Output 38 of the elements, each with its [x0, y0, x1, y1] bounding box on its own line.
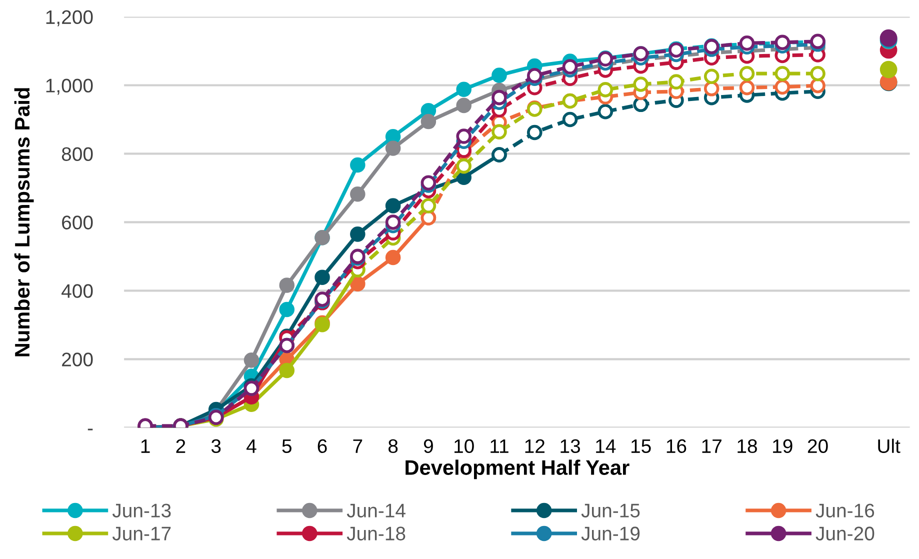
legend-label: Jun-14 [346, 504, 406, 518]
x-tick-label: 12 [525, 439, 544, 453]
y-tick-label: 800 [62, 147, 93, 161]
x-tick-label: 2 [176, 439, 186, 453]
y-tick-label: - [88, 428, 93, 430]
x-tick-label: 17 [702, 439, 722, 453]
x-tick-label: 9 [424, 439, 433, 454]
x-tick-label: 13 [560, 439, 580, 454]
legend-label: Jun-16 [816, 504, 874, 518]
x-tick-label: 19 [773, 439, 792, 454]
x-tick-label: 7 [353, 439, 362, 453]
x-tick-label: 1 [141, 439, 150, 453]
x-tick-label: 6 [318, 439, 327, 454]
x-tick-label: 4 [246, 439, 256, 453]
x-tick-label: 15 [631, 439, 651, 454]
y-tick-label: 200 [62, 352, 93, 366]
x-tick-label: 16 [666, 439, 686, 454]
x-tick-label: 20 [808, 439, 828, 454]
legend-label: Jun-15 [581, 504, 640, 518]
y-tick-label: 1,200 [46, 10, 93, 26]
x-tick-label: 10 [454, 439, 474, 454]
legend-label: Jun-13 [112, 504, 171, 518]
x-tick-label: 18 [738, 439, 757, 454]
y-tick-label: 600 [62, 216, 93, 230]
x-tick-label: 8 [388, 439, 398, 454]
legend-label: Jun-17 [112, 526, 171, 540]
y-tick-label: 1,000 [46, 78, 93, 95]
x-tick-label: Ult [878, 438, 900, 454]
legend-label: Jun-20 [816, 526, 874, 540]
x-tick-label: 14 [596, 439, 616, 453]
y-axis-title: Number of Lumpsums Paid [14, 88, 34, 356]
y-tick-label: 400 [62, 284, 93, 298]
x-axis-title: Development Half Year [406, 460, 630, 480]
legend-label: Jun-19 [581, 526, 640, 540]
x-tick-label: 5 [282, 439, 292, 454]
x-tick-label: 3 [211, 439, 221, 454]
legend-label: Jun-18 [346, 526, 406, 540]
x-tick-label: 11 [490, 439, 508, 453]
